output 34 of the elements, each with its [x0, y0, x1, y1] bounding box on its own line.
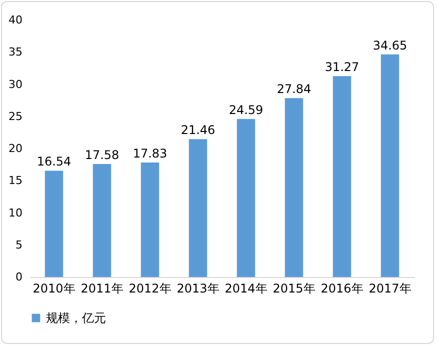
bar [188, 139, 208, 277]
y-tick-label: 30 [8, 78, 22, 91]
data-label: 17.58 [84, 148, 120, 162]
y-tick-label: 0 [16, 270, 22, 284]
data-label: 16.54 [36, 154, 72, 169]
data-label: 21.46 [180, 123, 216, 138]
bar [44, 170, 64, 277]
x-tick-label: 2012年 [128, 282, 172, 296]
x-tick-label: 2015年 [272, 282, 316, 296]
y-tick-label: 40 [8, 14, 22, 26]
bar [236, 119, 256, 277]
data-label: 34.65 [372, 38, 408, 52]
bar [92, 164, 112, 277]
bar [380, 54, 400, 277]
y-tick-label: 15 [8, 174, 22, 188]
y-tick-label: 10 [8, 206, 22, 220]
legend-label: 规模，亿元 [46, 311, 106, 325]
x-tick-label: 2010年 [32, 282, 76, 296]
bar [140, 162, 160, 277]
y-tick-label: 25 [8, 110, 22, 123]
data-label: 17.83 [132, 146, 168, 160]
y-tick-label: 20 [8, 142, 22, 155]
x-tick-label: 2016年 [320, 282, 364, 296]
y-tick-label: 5 [16, 238, 22, 252]
data-label: 24.59 [228, 103, 264, 118]
bar [284, 98, 304, 277]
data-label: 27.84 [276, 82, 312, 96]
x-tick-label: 2017年 [368, 282, 412, 296]
data-label: 31.27 [324, 60, 360, 74]
y-tick-label: 35 [8, 46, 22, 59]
bar [332, 76, 352, 277]
x-tick-label: 2013年 [176, 282, 220, 296]
x-tick-label: 2011年 [80, 282, 124, 296]
x-tick-label: 2014年 [224, 282, 268, 296]
